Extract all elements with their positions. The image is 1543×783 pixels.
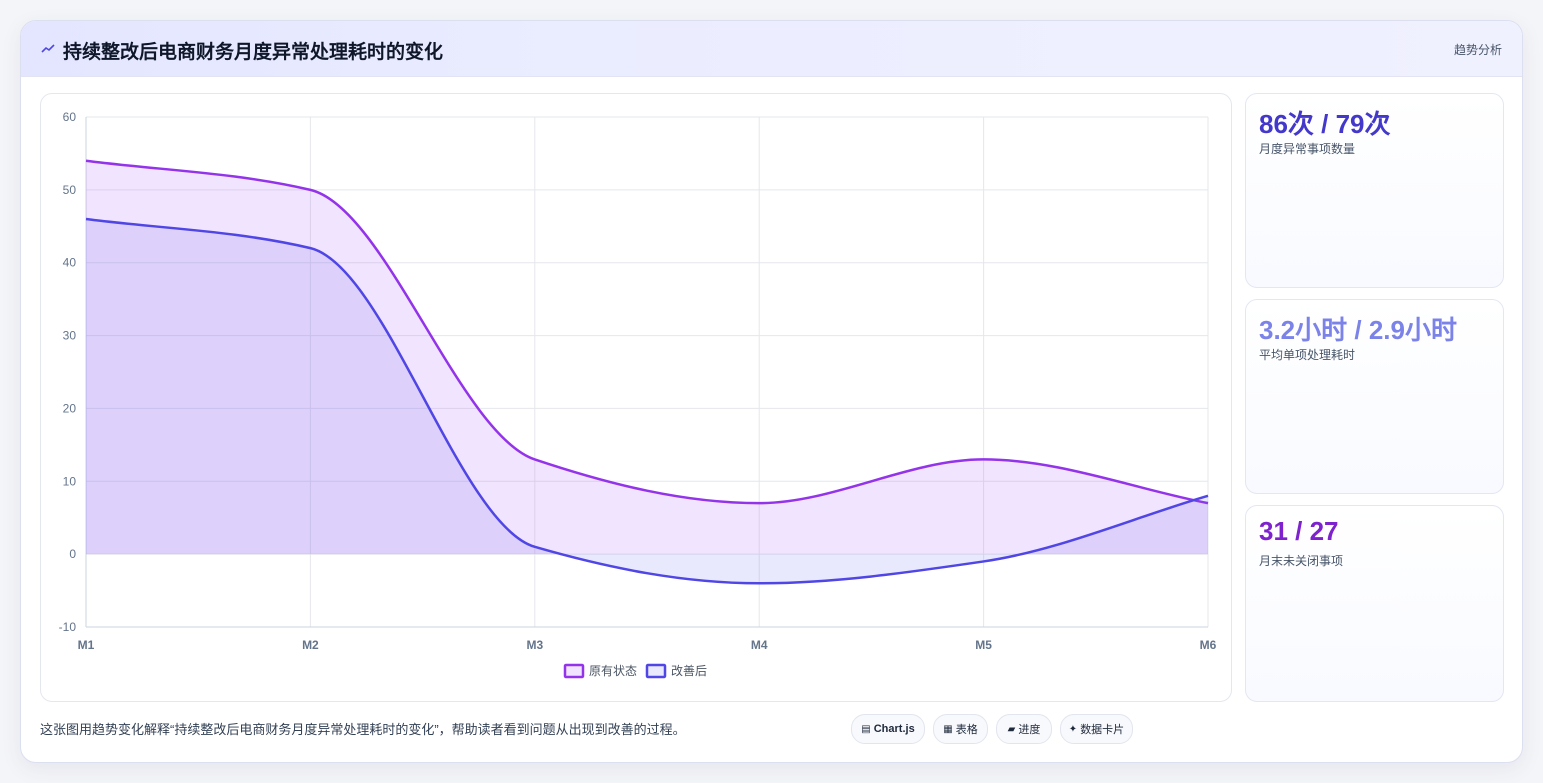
stat-value: 3.2小时 / 2.9小时 <box>1259 315 1457 345</box>
table-icon: ▦ <box>943 723 953 735</box>
x-tick-label: M4 <box>751 638 768 652</box>
y-tick-label: 20 <box>63 401 77 415</box>
stat-card-2: 3.2小时 / 2.9小时 平均单项处理耗时 <box>1245 299 1504 494</box>
y-tick-label: 60 <box>63 110 77 124</box>
series-area-2 <box>86 219 1208 584</box>
x-tick-label: M2 <box>302 638 319 652</box>
stat-value: 86次 / 79次 <box>1259 109 1391 139</box>
y-tick-label: 0 <box>69 547 76 561</box>
x-tick-label: M5 <box>975 638 992 652</box>
stat-label: 月末未关闭事项 <box>1259 554 1344 568</box>
progress-icon: ▰ <box>1007 723 1016 735</box>
chip-chartjs[interactable]: ▤ Chart.js <box>851 714 925 744</box>
chart-icon: ▤ <box>861 723 871 735</box>
legend-label: 原有状态 <box>589 664 637 678</box>
chip-label: Chart.js <box>873 723 915 735</box>
report-card: 持续整改后电商财务月度异常处理耗时的变化 趋势分析 60 50 40 30 20 10 0 -… <box>20 20 1523 763</box>
series-area-1 <box>86 160 1208 555</box>
stat-value: 31 / 27 <box>1259 516 1339 546</box>
legend-swatch <box>645 663 667 679</box>
chip-data-card[interactable]: ✦ 数据卡片 <box>1060 714 1133 744</box>
chip-label: 表格 <box>955 724 978 736</box>
stat-label: 平均单项处理耗时 <box>1259 348 1356 362</box>
series-line-1 <box>85 159 1209 505</box>
y-tick-label: 10 <box>63 474 77 488</box>
y-tick-label: 40 <box>63 256 77 270</box>
series-line-2 <box>85 217 1209 585</box>
y-tick-label: -10 <box>59 620 77 634</box>
chip-label: 进度 <box>1018 724 1041 736</box>
chart-panel: 60 50 40 30 20 10 0 -10 M1 M2 M3 M4 M5 M6 原有状态 改善后 <box>40 93 1232 702</box>
legend-swatch <box>563 663 585 679</box>
stat-label: 月度异常事项数量 <box>1259 142 1356 156</box>
sparkle-icon: ✦ <box>1068 723 1078 735</box>
y-tick-label: 50 <box>63 183 77 197</box>
trend-icon <box>41 44 55 53</box>
chip-table[interactable]: ▦ 表格 <box>933 714 988 744</box>
stat-card-1: 86次 / 79次 月度异常事项数量 <box>1245 93 1504 288</box>
legend-label: 改善后 <box>671 663 707 678</box>
header-tag: 趋势分析 <box>1453 43 1502 57</box>
chip-label: 数据卡片 <box>1080 724 1125 736</box>
stat-card-3: 31 / 27 月末未关闭事项 <box>1245 505 1504 702</box>
card-header: 持续整改后电商财务月度异常处理耗时的变化 趋势分析 <box>21 21 1522 77</box>
x-tick-label: M3 <box>526 638 543 652</box>
x-tick-label: M6 <box>1200 638 1217 652</box>
chart-caption: 这张图用趋势变化解释“持续整改后电商财务月度异常处理耗时的变化”，帮助读者看到问… <box>40 722 686 737</box>
x-tick-label: M1 <box>78 638 95 652</box>
y-tick-label: 30 <box>63 329 77 343</box>
page-title: 持续整改后电商财务月度异常处理耗时的变化 <box>63 42 444 63</box>
chip-progress[interactable]: ▰ 进度 <box>996 714 1052 744</box>
